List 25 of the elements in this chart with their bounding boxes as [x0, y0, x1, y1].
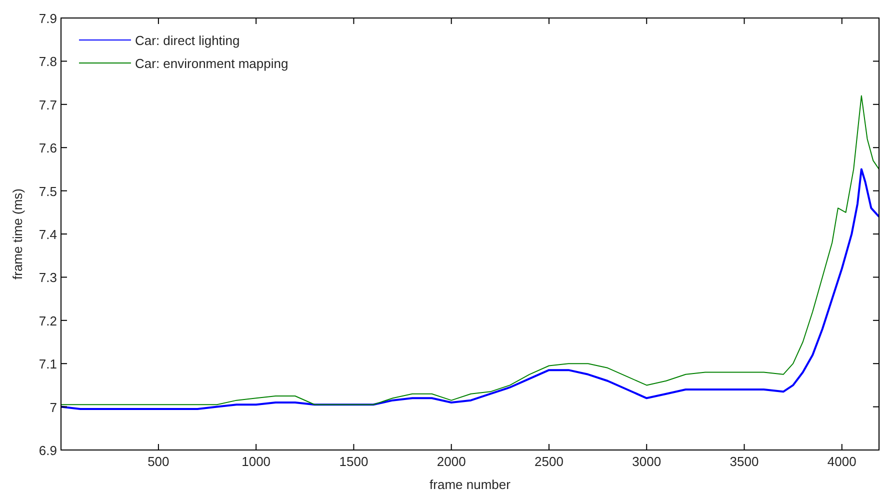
x-tick-label: 1500 — [339, 454, 368, 469]
x-tick-label: 1000 — [242, 454, 271, 469]
y-tick-label: 6.9 — [38, 443, 57, 458]
y-tick-label: 7.7 — [38, 97, 57, 112]
x-tick-label: 500 — [148, 454, 170, 469]
legend-label: Car: direct lighting — [135, 33, 240, 48]
x-tick-label: 2500 — [534, 454, 564, 469]
y-tick-label: 7.6 — [38, 140, 57, 156]
y-tick-label: 7.3 — [38, 270, 57, 286]
x-tick-label: 3500 — [730, 454, 759, 469]
y-tick-label: 7.9 — [38, 11, 57, 26]
y-tick-label: 7.8 — [38, 54, 57, 70]
line-series — [60, 95, 880, 406]
y-tick-label: 7.5 — [38, 184, 57, 199]
x-tick-label: 2000 — [436, 454, 466, 469]
y-axis-title: frame time (ms) — [10, 188, 25, 280]
line-series — [60, 168, 880, 410]
y-tick-label: 7.4 — [38, 227, 57, 242]
x-axis-title: frame number — [430, 477, 512, 492]
y-tick-label: 7.2 — [38, 313, 57, 328]
legend-label: Car: environment mapping — [135, 56, 288, 71]
y-tick-label: 7 — [50, 400, 57, 415]
x-tick-label: 4000 — [827, 454, 856, 469]
y-tick-label: 7.1 — [38, 356, 57, 372]
x-tick-label: 3000 — [632, 454, 662, 469]
